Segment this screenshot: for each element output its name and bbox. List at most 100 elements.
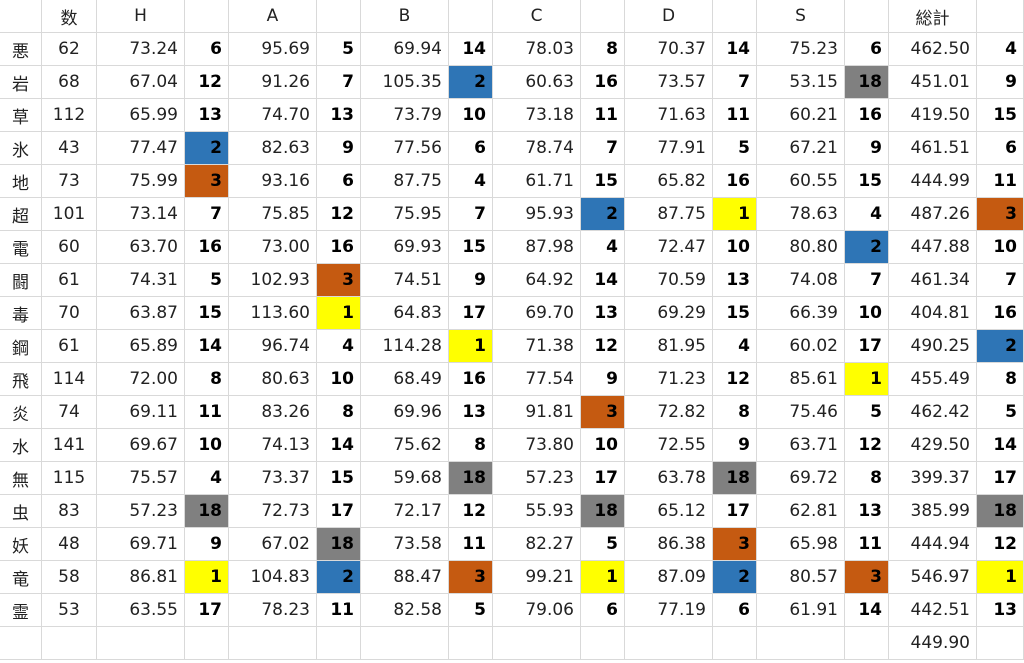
cell-d[interactable]: 86.38 (625, 528, 713, 561)
cell-count[interactable]: 112 (42, 99, 97, 132)
cell-c[interactable]: 73.18 (493, 99, 581, 132)
cell-d-rank[interactable]: 11 (713, 99, 757, 132)
cell-type[interactable]: 竜 (0, 561, 42, 594)
cell-b-rank[interactable]: 12 (449, 495, 493, 528)
cell-type[interactable]: 水 (0, 429, 42, 462)
cell-a-rank[interactable]: 2 (317, 561, 361, 594)
cell-s-rank[interactable]: 13 (845, 495, 889, 528)
cell-c[interactable]: 87.98 (493, 231, 581, 264)
cell-d-rank[interactable]: 18 (713, 462, 757, 495)
cell-s[interactable]: 75.46 (757, 396, 845, 429)
cell-count[interactable]: 62 (42, 33, 97, 66)
cell-c[interactable]: 91.81 (493, 396, 581, 429)
footer-cell-total[interactable]: 449.90 (889, 627, 977, 660)
cell-c-rank[interactable]: 17 (581, 462, 625, 495)
cell-a-rank[interactable]: 10 (317, 363, 361, 396)
cell-count[interactable]: 58 (42, 561, 97, 594)
footer-cell-type[interactable] (0, 627, 42, 660)
cell-a-rank[interactable]: 3 (317, 264, 361, 297)
cell-s[interactable]: 69.72 (757, 462, 845, 495)
cell-b[interactable]: 75.62 (361, 429, 449, 462)
cell-c[interactable]: 95.93 (493, 198, 581, 231)
cell-total[interactable]: 546.97 (889, 561, 977, 594)
cell-s[interactable]: 74.08 (757, 264, 845, 297)
cell-a[interactable]: 96.74 (229, 330, 317, 363)
header-cell-h[interactable]: H (97, 0, 185, 33)
cell-c-rank[interactable]: 15 (581, 165, 625, 198)
cell-count[interactable]: 48 (42, 528, 97, 561)
cell-h-rank[interactable]: 16 (185, 231, 229, 264)
cell-s[interactable]: 66.39 (757, 297, 845, 330)
cell-type[interactable]: 悪 (0, 33, 42, 66)
cell-c-rank[interactable]: 1 (581, 561, 625, 594)
cell-count[interactable]: 101 (42, 198, 97, 231)
cell-d-rank[interactable]: 15 (713, 297, 757, 330)
cell-d-rank[interactable]: 17 (713, 495, 757, 528)
cell-count[interactable]: 61 (42, 330, 97, 363)
cell-d-rank[interactable]: 9 (713, 429, 757, 462)
cell-type[interactable]: 飛 (0, 363, 42, 396)
cell-h-rank[interactable]: 9 (185, 528, 229, 561)
cell-s[interactable]: 80.80 (757, 231, 845, 264)
cell-a[interactable]: 83.26 (229, 396, 317, 429)
cell-b[interactable]: 74.51 (361, 264, 449, 297)
header-cell-s[interactable]: S (757, 0, 845, 33)
cell-c[interactable]: 78.74 (493, 132, 581, 165)
cell-b-rank[interactable]: 10 (449, 99, 493, 132)
cell-h[interactable]: 63.70 (97, 231, 185, 264)
cell-a[interactable]: 102.93 (229, 264, 317, 297)
cell-total-rank[interactable]: 13 (977, 594, 1024, 627)
header-cell-type[interactable] (0, 0, 42, 33)
footer-cell-c-rank[interactable] (581, 627, 625, 660)
cell-a-rank[interactable]: 11 (317, 594, 361, 627)
cell-total[interactable]: 444.99 (889, 165, 977, 198)
cell-c-rank[interactable]: 7 (581, 132, 625, 165)
cell-d[interactable]: 77.19 (625, 594, 713, 627)
cell-h[interactable]: 63.55 (97, 594, 185, 627)
cell-a-rank[interactable]: 13 (317, 99, 361, 132)
cell-total-rank[interactable]: 2 (977, 330, 1024, 363)
cell-d-rank[interactable]: 16 (713, 165, 757, 198)
footer-cell-d-rank[interactable] (713, 627, 757, 660)
cell-d[interactable]: 72.55 (625, 429, 713, 462)
cell-c-rank[interactable]: 18 (581, 495, 625, 528)
cell-b-rank[interactable]: 4 (449, 165, 493, 198)
cell-d-rank[interactable]: 12 (713, 363, 757, 396)
cell-c[interactable]: 64.92 (493, 264, 581, 297)
cell-total[interactable]: 429.50 (889, 429, 977, 462)
cell-h[interactable]: 65.89 (97, 330, 185, 363)
cell-total[interactable]: 447.88 (889, 231, 977, 264)
cell-s[interactable]: 61.91 (757, 594, 845, 627)
cell-count[interactable]: 43 (42, 132, 97, 165)
cell-b[interactable]: 82.58 (361, 594, 449, 627)
cell-c-rank[interactable]: 12 (581, 330, 625, 363)
cell-c[interactable]: 69.70 (493, 297, 581, 330)
cell-total[interactable]: 461.51 (889, 132, 977, 165)
cell-d[interactable]: 71.23 (625, 363, 713, 396)
cell-type[interactable]: 地 (0, 165, 42, 198)
cell-b-rank[interactable]: 2 (449, 66, 493, 99)
cell-d[interactable]: 70.59 (625, 264, 713, 297)
header-cell-b-rank[interactable] (449, 0, 493, 33)
cell-a-rank[interactable]: 17 (317, 495, 361, 528)
cell-b[interactable]: 64.83 (361, 297, 449, 330)
cell-h-rank[interactable]: 6 (185, 33, 229, 66)
cell-b-rank[interactable]: 17 (449, 297, 493, 330)
cell-h-rank[interactable]: 13 (185, 99, 229, 132)
cell-d-rank[interactable]: 4 (713, 330, 757, 363)
cell-h-rank[interactable]: 2 (185, 132, 229, 165)
cell-h-rank[interactable]: 15 (185, 297, 229, 330)
cell-total-rank[interactable]: 1 (977, 561, 1024, 594)
cell-c[interactable]: 77.54 (493, 363, 581, 396)
cell-h[interactable]: 73.24 (97, 33, 185, 66)
cell-c-rank[interactable]: 8 (581, 33, 625, 66)
footer-cell-b[interactable] (361, 627, 449, 660)
cell-a-rank[interactable]: 8 (317, 396, 361, 429)
cell-d[interactable]: 87.75 (625, 198, 713, 231)
cell-b-rank[interactable]: 8 (449, 429, 493, 462)
cell-a-rank[interactable]: 9 (317, 132, 361, 165)
cell-total-rank[interactable]: 5 (977, 396, 1024, 429)
cell-total-rank[interactable]: 6 (977, 132, 1024, 165)
cell-a[interactable]: 80.63 (229, 363, 317, 396)
cell-h-rank[interactable]: 10 (185, 429, 229, 462)
